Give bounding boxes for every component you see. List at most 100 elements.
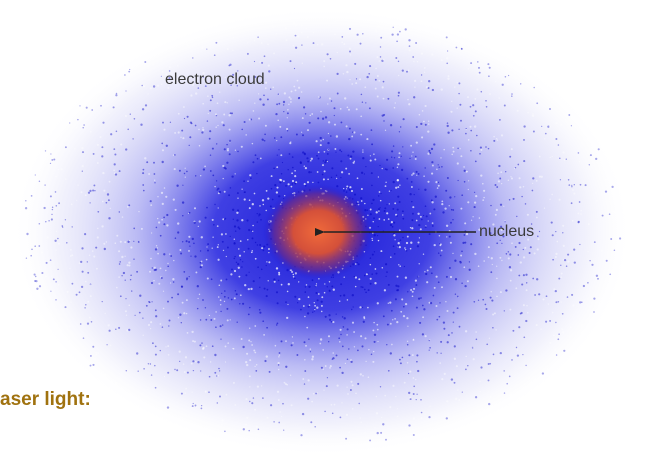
cloud-dot [357, 34, 359, 36]
cloud-dot [478, 73, 480, 75]
cloud-dot [475, 110, 477, 112]
cloud-dot [420, 228, 422, 230]
cloud-dot [421, 136, 423, 138]
cloud-dot [399, 246, 401, 248]
cloud-dot [451, 378, 453, 380]
cloud-dot [304, 359, 306, 361]
cloud-dot [259, 61, 260, 62]
cloud-dot [154, 180, 155, 181]
cloud-dot [54, 240, 56, 242]
cloud-dot [580, 324, 582, 326]
cloud-dot [509, 266, 511, 268]
cloud-dot [372, 254, 374, 256]
cloud-dot [327, 286, 328, 287]
cloud-dot [411, 186, 413, 188]
cloud-dot [248, 248, 250, 250]
cloud-dot [282, 162, 283, 163]
cloud-dot [475, 161, 477, 163]
cloud-dot [148, 173, 150, 175]
cloud-dot [323, 369, 324, 370]
cloud-dot [421, 53, 423, 55]
cloud-dot [449, 267, 451, 269]
cloud-dot [455, 398, 457, 400]
cloud-dot [542, 298, 544, 300]
cloud-dot [285, 27, 287, 29]
cloud-dot [397, 179, 399, 181]
cloud-dot [557, 338, 559, 340]
cloud-dot [198, 418, 199, 419]
cloud-dot [218, 207, 219, 208]
cloud-dot [398, 95, 400, 97]
cloud-dot [457, 296, 459, 298]
cloud-dot [225, 233, 227, 235]
cloud-dot [551, 366, 552, 367]
cloud-dot [244, 284, 246, 286]
cloud-dot [383, 59, 385, 61]
cloud-dot [46, 262, 48, 264]
cloud-dot [200, 370, 201, 371]
cloud-dot [474, 125, 476, 127]
cloud-dot [312, 182, 313, 183]
cloud-dot [393, 181, 395, 183]
cloud-dot [294, 170, 296, 172]
cloud-dot [391, 156, 392, 157]
cloud-dot [542, 372, 544, 374]
cloud-dot [527, 112, 529, 114]
cloud-dot [314, 310, 315, 311]
cloud-dot [238, 267, 240, 269]
cloud-dot [352, 150, 354, 152]
cloud-dot [287, 130, 288, 131]
cloud-dot [202, 103, 204, 105]
cloud-dot [422, 333, 424, 335]
cloud-dot [485, 146, 487, 148]
cloud-dot [226, 162, 228, 164]
cloud-dot [278, 422, 280, 424]
cloud-dot [217, 246, 219, 248]
cloud-dot [119, 263, 121, 265]
cloud-dot [293, 45, 294, 46]
cloud-dot [496, 296, 498, 298]
cloud-dot [447, 132, 449, 134]
cloud-dot [567, 260, 569, 262]
cloud-dot [411, 174, 413, 176]
cloud-dot [219, 285, 221, 287]
cloud-dot [533, 87, 535, 89]
cloud-dot [276, 191, 278, 193]
cloud-dot [552, 312, 554, 314]
cloud-dot [302, 413, 304, 415]
cloud-dot [337, 93, 339, 95]
cloud-dot [399, 229, 401, 231]
cloud-dot [488, 246, 490, 248]
cloud-dot [455, 278, 457, 280]
cloud-dot [423, 175, 425, 177]
cloud-dot [611, 186, 613, 188]
cloud-dot [69, 326, 71, 328]
cloud-dot [199, 344, 201, 346]
cloud-dot [488, 256, 490, 258]
cloud-dot [496, 266, 497, 267]
cloud-dot [219, 92, 220, 93]
cloud-dot [606, 260, 608, 262]
cloud-dot [179, 314, 181, 316]
cloud-dot [210, 99, 212, 101]
cloud-dot [508, 257, 510, 259]
cloud-dot [118, 276, 120, 278]
cloud-dot [180, 252, 182, 254]
cloud-dot [220, 299, 222, 301]
cloud-dot [199, 145, 201, 147]
cloud-dot [326, 80, 328, 82]
cloud-dot [345, 64, 347, 66]
cloud-dot [316, 307, 318, 309]
cloud-dot [462, 242, 464, 244]
cloud-dot [214, 372, 216, 374]
cloud-dot [439, 362, 441, 364]
cloud-dot [287, 169, 288, 170]
cloud-dot [596, 275, 598, 277]
cloud-dot [102, 201, 104, 203]
cloud-dot [536, 211, 538, 213]
cloud-dot [318, 293, 320, 295]
cloud-dot [254, 61, 255, 62]
cloud-dot [399, 131, 400, 132]
cloud-dot [411, 201, 413, 203]
cloud-dot [207, 277, 209, 279]
